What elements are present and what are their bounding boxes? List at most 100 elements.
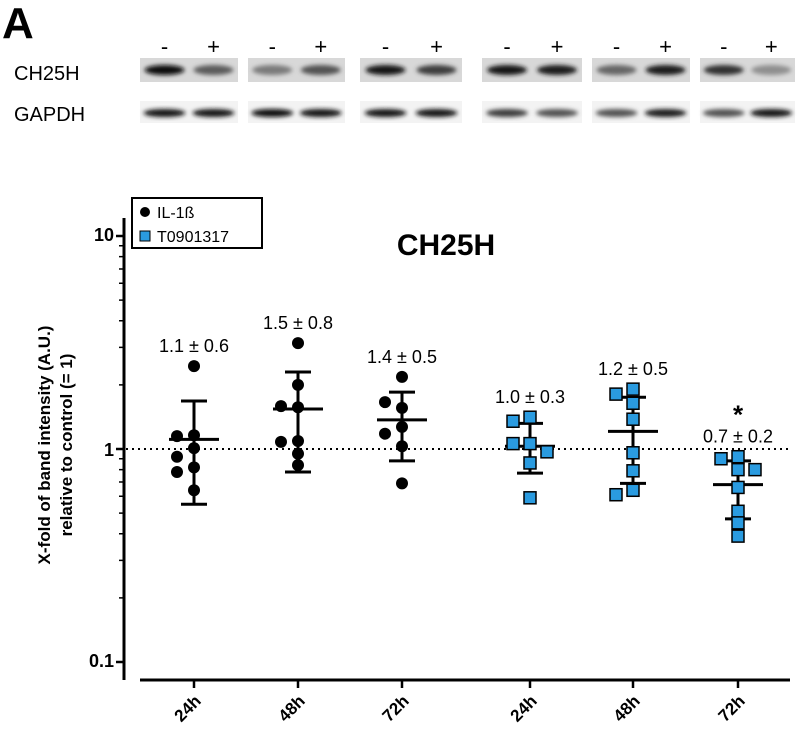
ch25h-band [416, 65, 457, 75]
x-tick-label: 24h [507, 691, 541, 725]
x-tick-label: 24h [171, 691, 205, 725]
data-point-square [731, 504, 745, 519]
data-point-circle [275, 400, 287, 413]
blot-panel-gapdh [248, 101, 345, 123]
x-tick-label: 48h [610, 691, 644, 725]
ch25h-band [487, 65, 527, 75]
data-point-square [626, 483, 640, 498]
legend-circle-marker [140, 207, 150, 217]
blot-row-label-gapdh: GAPDH [14, 104, 85, 126]
gapdh-band [415, 109, 458, 117]
data-point-circle [396, 440, 408, 453]
gapdh-band [702, 109, 745, 117]
gapdh-band [192, 109, 235, 117]
data-point-square [748, 462, 762, 477]
gapdh-band [750, 109, 793, 117]
legend: IL-1ß T0901317 [131, 197, 263, 249]
data-point-circle [292, 447, 304, 460]
data-point-circle [292, 459, 304, 472]
data-point-circle [188, 461, 200, 474]
ch25h-band [365, 65, 406, 75]
data-point-circle [379, 427, 391, 440]
gapdh-band [143, 109, 186, 117]
legend-label-il1b: IL-1ß [157, 205, 195, 222]
ch25h-band [537, 65, 577, 75]
data-point-square [731, 462, 745, 477]
treatment-label: + [430, 34, 443, 59]
blot-panel-gapdh [482, 101, 582, 123]
data-point-circle [292, 378, 304, 391]
x-tick-label: 48h [275, 691, 309, 725]
western-blot: CH25H GAPDH - + - + - + - + - + - + [14, 34, 795, 126]
data-point-square [523, 491, 537, 505]
data-point-square [506, 414, 520, 428]
y-tick-label-0.1: 0.1 [89, 651, 114, 671]
y-axis-label-line1: X-fold of band intensity (A.U.) [35, 326, 54, 565]
ch25h-band [596, 65, 637, 75]
treatment-label: + [765, 34, 778, 59]
treatment-label: - [382, 34, 389, 59]
data-point-circle [188, 429, 200, 442]
y-tick-label-1: 1 [104, 440, 114, 460]
blot-panel-gapdh [592, 101, 690, 123]
data-point-circle [188, 360, 200, 373]
gapdh-band [364, 109, 407, 117]
ch25h-band [300, 65, 341, 75]
data-point-square [523, 410, 537, 424]
data-point-square [731, 480, 745, 495]
data-point-square [609, 387, 623, 401]
treatment-label: - [613, 34, 620, 59]
panel-letter: A [2, 0, 34, 48]
data-point-square [506, 436, 520, 451]
ch25h-band [144, 65, 185, 75]
treatment-label: + [314, 34, 327, 59]
gapdh-band [251, 109, 294, 117]
blot-row-label-ch25h: CH25H [14, 63, 80, 85]
ch25h-band [751, 65, 792, 75]
gapdh-band [595, 109, 638, 117]
treatment-label: - [269, 34, 276, 59]
data-point-circle [171, 465, 183, 478]
data-point-circle [275, 435, 287, 448]
data-label: 1.1 ± 0.6 [159, 336, 229, 356]
treatment-label: + [551, 34, 564, 59]
data-point-circle [396, 477, 408, 490]
data-point-square [523, 436, 537, 451]
data-point-square [626, 446, 640, 460]
treatment-label: - [161, 34, 168, 59]
data-point-square [609, 487, 623, 502]
data-point-square [540, 445, 554, 459]
data-point-square [626, 464, 640, 478]
data-point-square [626, 396, 640, 410]
legend-label-t0901317: T0901317 [157, 229, 229, 246]
x-tick-label: 72h [379, 691, 413, 725]
data-label: 1.5 ± 0.8 [263, 313, 333, 333]
data-point-circle [171, 450, 183, 463]
data-label: 0.7 ± 0.2 [703, 427, 773, 447]
treatment-label: + [207, 34, 220, 59]
data-point-square [714, 451, 728, 466]
data-point-circle [396, 401, 408, 414]
gapdh-band [299, 109, 342, 117]
ch25h-band [645, 65, 686, 75]
treatment-label: + [659, 34, 672, 59]
data-point-circle [171, 430, 183, 443]
data-point-square [731, 449, 745, 464]
data-point-circle [188, 484, 200, 497]
legend-square-marker [139, 230, 151, 242]
data-point-circle [396, 370, 408, 383]
data-label: 1.2 ± 0.5 [598, 359, 668, 379]
data-point-circle [379, 396, 391, 409]
data-point-square [731, 529, 745, 543]
y-axis-label-line2: relative to control (= 1) [57, 354, 76, 537]
data-point-circle [292, 401, 304, 414]
gapdh-band [644, 109, 687, 117]
data-point-square [731, 516, 745, 530]
chart-title: CH25H [397, 229, 495, 262]
ch25h-band [703, 65, 744, 75]
treatment-label: - [720, 34, 727, 59]
significance-marker: * [733, 400, 744, 430]
data-point-circle [292, 337, 304, 350]
ch25h-band [193, 65, 234, 75]
